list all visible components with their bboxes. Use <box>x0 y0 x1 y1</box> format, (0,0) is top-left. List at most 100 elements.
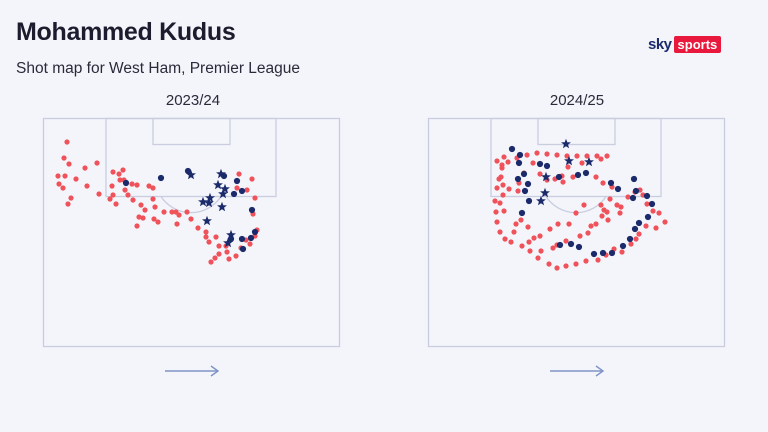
shot-dot-red <box>94 160 100 166</box>
shot-dot-red <box>500 182 506 188</box>
shot-dot-red <box>216 243 222 249</box>
shot-dot-red <box>546 261 552 267</box>
pitch-svg-2024-25 <box>427 117 726 348</box>
shot-dot-navy <box>619 242 627 250</box>
logo-sports-text: sports <box>673 35 722 53</box>
shot-dot-navy <box>631 225 639 233</box>
shot-dot-red <box>84 183 90 189</box>
shot-dot-navy <box>607 179 615 187</box>
chart-title-2024-25: 2024/25 <box>549 92 605 109</box>
shot-dot-red <box>208 259 214 265</box>
goal-star-marker <box>541 171 551 182</box>
shot-dot-navy <box>184 167 192 175</box>
shot-dot-red <box>68 195 74 201</box>
shot-dot-red <box>150 196 156 202</box>
shot-dot-red <box>150 185 156 191</box>
shot-dot-red <box>129 181 135 187</box>
shot-dot-navy <box>525 197 533 205</box>
shot-dot-red <box>604 153 610 159</box>
shot-dot-red <box>554 152 560 158</box>
shot-dot-navy <box>614 185 622 193</box>
shot-dot-red <box>233 253 239 259</box>
shot-dot-red <box>573 210 579 216</box>
shot-dot-red <box>506 186 512 192</box>
goal-star-marker <box>204 197 214 208</box>
shot-dot-red <box>564 153 570 159</box>
shot-dot-red <box>513 221 519 227</box>
pitch-lines <box>42 117 341 348</box>
shot-dot-red <box>600 180 606 186</box>
shot-dot-red <box>628 241 634 247</box>
shot-dot-red <box>534 150 540 156</box>
pitch-outline <box>427 117 726 348</box>
shot-dot-red <box>656 210 662 216</box>
shot-dot-navy <box>630 175 638 183</box>
goal-star-marker <box>223 237 233 248</box>
page-subtitle: Shot map for West Ham, Premier League <box>16 60 301 77</box>
shot-dot-red <box>152 204 158 210</box>
shot-map-2024-25 <box>427 117 732 358</box>
shot-dot-red <box>537 233 543 239</box>
shot-dot-red <box>82 165 88 171</box>
shot-dot-red <box>588 223 594 229</box>
shot-dot-red <box>574 153 580 159</box>
shot-dot-red <box>110 169 116 175</box>
shot-dot-red <box>614 202 620 208</box>
shot-dot-red <box>501 154 507 160</box>
goal-star-marker <box>561 138 571 149</box>
shot-dot-navy <box>644 213 652 221</box>
shot-dot-red <box>644 201 650 207</box>
shot-dot-navy <box>590 250 598 258</box>
shot-dot-navy <box>599 249 607 257</box>
shot-dot-red <box>555 221 561 227</box>
shot-dot-red <box>247 241 253 247</box>
shot-dot-red <box>583 258 589 264</box>
logo-sky-text: sky <box>648 35 672 53</box>
shot-dot-red <box>62 173 68 179</box>
shot-dot-red <box>601 207 607 213</box>
shot-dot-red <box>599 213 605 219</box>
shot-dot-red <box>537 171 543 177</box>
shot-dot-red <box>65 201 71 207</box>
shot-dot-navy <box>238 235 246 243</box>
penalty-arc <box>160 196 222 214</box>
shot-dot-navy <box>520 170 528 178</box>
six-yard-box <box>152 117 231 146</box>
shot-dot-red <box>236 171 242 177</box>
shot-dot-red <box>109 183 115 189</box>
shot-dot-red <box>650 208 656 214</box>
shot-dot-red <box>140 215 146 221</box>
shot-dot-red <box>598 202 604 208</box>
goal-star-marker <box>186 169 196 180</box>
shot-dot-red <box>530 160 536 166</box>
shot-dot-red <box>146 183 152 189</box>
goal-star-marker <box>540 187 550 198</box>
pitch-lines <box>427 117 726 348</box>
shot-dot-red <box>518 217 524 223</box>
shot-dot-navy <box>233 177 241 185</box>
shot-dot-red <box>594 153 600 159</box>
shot-dot-navy <box>543 162 551 170</box>
shot-dot-navy <box>648 200 656 208</box>
shot-dot-red <box>527 248 533 254</box>
shot-dot-red <box>206 239 212 245</box>
arrow-right-icon <box>550 365 605 377</box>
shot-dot-red <box>505 159 511 165</box>
goal-star-marker <box>220 183 230 194</box>
shot-dot-navy <box>643 192 651 200</box>
shot-dot-red <box>195 225 201 231</box>
shot-dot-red <box>169 209 175 215</box>
shot-dot-red <box>492 198 498 204</box>
goal-star-marker <box>226 229 236 240</box>
goal-star-marker <box>584 156 594 167</box>
shot-dot-navy <box>567 240 575 248</box>
shot-dot-red <box>525 224 531 230</box>
shot-dot-red <box>134 223 140 229</box>
shot-dot-red <box>107 196 113 202</box>
shot-dot-red <box>96 191 102 197</box>
shot-dot-navy <box>518 209 526 217</box>
shot-dot-red <box>213 234 219 240</box>
shot-dot-red <box>497 229 503 235</box>
shot-dot-red <box>619 249 625 255</box>
shot-dot-red <box>161 209 167 215</box>
